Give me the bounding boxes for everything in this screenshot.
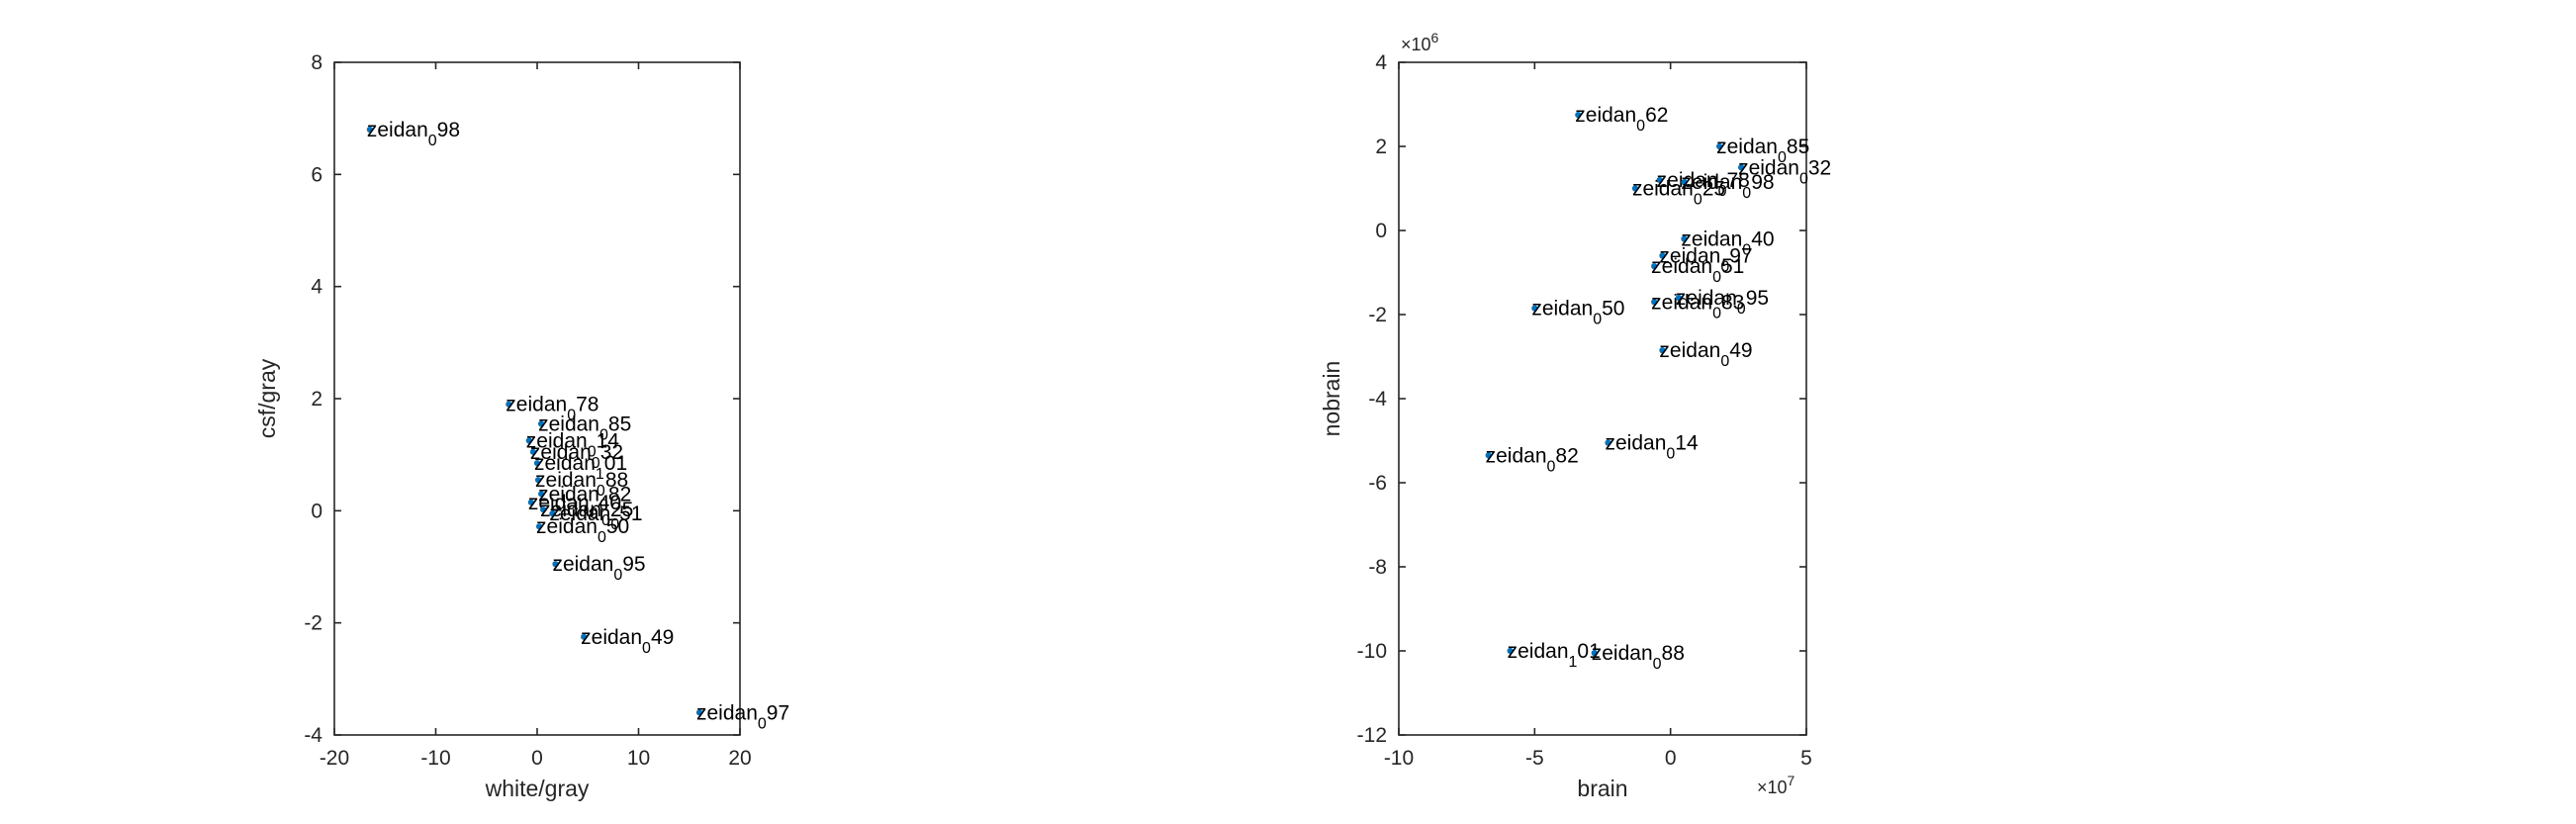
data-point xyxy=(1531,305,1538,312)
point-label: zeidan078 xyxy=(1657,169,1750,200)
data-point xyxy=(527,499,534,505)
data-point xyxy=(581,633,588,640)
point-label: zeidan097 xyxy=(1659,245,1752,276)
data-point xyxy=(535,523,543,530)
data-point xyxy=(1659,347,1666,354)
data-point xyxy=(1507,647,1514,655)
y-axis-label: nobrain xyxy=(1319,361,1344,437)
data-point xyxy=(1631,185,1639,192)
data-point xyxy=(1659,252,1666,259)
point-label: zeidan014 xyxy=(526,430,619,461)
point-label: zeidan098 xyxy=(367,119,460,149)
point-label: zeidan051 xyxy=(1651,255,1744,286)
x-tick-label: 20 xyxy=(728,747,751,770)
y-tick-label: 8 xyxy=(311,51,322,74)
x-tick-label: 0 xyxy=(531,747,543,770)
data-point xyxy=(1675,294,1683,302)
point-label: zeidan097 xyxy=(696,701,789,732)
data-point xyxy=(1605,439,1611,446)
y-tick-label: -12 xyxy=(1357,724,1387,747)
x-axis-label: brain xyxy=(1577,776,1627,801)
data-point xyxy=(1737,164,1745,171)
point-label: zeidan032 xyxy=(1738,156,1831,187)
point-label: zeidan101 xyxy=(534,452,627,483)
point-label: zeidan085 xyxy=(1716,136,1809,166)
point-label: zeidan082 xyxy=(538,483,631,513)
point-label: zeidan078 xyxy=(506,394,598,424)
data-point xyxy=(529,448,537,455)
x-tick-label: -5 xyxy=(1525,747,1544,770)
point-label: zeidan082 xyxy=(1486,444,1579,475)
point-label: zeidan025 xyxy=(540,499,633,529)
y-tick-label: 0 xyxy=(311,500,322,522)
x-tick-label: -10 xyxy=(1384,747,1414,770)
data-point xyxy=(695,709,703,716)
point-label: zeidan032 xyxy=(530,441,623,472)
point-label: zeidan040 xyxy=(1681,229,1774,259)
y-exponent-label: ×106 xyxy=(1401,30,1439,54)
data-point xyxy=(1485,452,1492,459)
chart-2: -10 -5 0 5-12-10-8-6-4-2024brainnobrain×106… xyxy=(1319,30,1831,801)
x-tick-label: -10 xyxy=(420,747,450,770)
x-tick-label: 0 xyxy=(1665,747,1677,770)
x-tick-label: -20 xyxy=(320,747,349,770)
point-label: zeidan050 xyxy=(1531,298,1624,328)
point-label: zeidan062 xyxy=(1575,104,1668,135)
data-point xyxy=(552,561,559,568)
data-point xyxy=(366,126,373,134)
point-label: zeidan095 xyxy=(552,553,645,584)
data-point xyxy=(1651,299,1658,306)
y-tick-label: -4 xyxy=(1368,388,1387,411)
point-label: zeidan088 xyxy=(1592,642,1685,673)
y-tick-label: -10 xyxy=(1357,640,1387,663)
y-tick-label: -2 xyxy=(1368,304,1387,326)
data-point xyxy=(525,437,532,444)
point-label: zeidan088 xyxy=(535,469,628,500)
point-label: zeidan085 xyxy=(538,413,631,444)
x-exponent-label: ×107 xyxy=(1757,773,1795,797)
y-tick-label: -6 xyxy=(1368,472,1387,495)
x-tick-label: 10 xyxy=(627,747,650,770)
data-point xyxy=(534,477,542,484)
point-label: zeidan083 xyxy=(1651,291,1744,321)
point-label: zeidan025 xyxy=(1632,178,1725,209)
data-point xyxy=(506,401,512,408)
y-tick-label: -8 xyxy=(1368,556,1387,579)
y-tick-label: 4 xyxy=(1375,51,1387,74)
data-point xyxy=(533,460,541,467)
y-tick-label: 6 xyxy=(311,163,322,186)
data-point xyxy=(1681,235,1688,242)
point-label: zeidan095 xyxy=(1676,287,1769,318)
y-tick-label: -2 xyxy=(304,612,322,635)
data-point xyxy=(1575,112,1582,119)
data-point xyxy=(1681,179,1688,186)
data-point xyxy=(1656,176,1663,184)
y-tick-label: 2 xyxy=(1375,136,1387,158)
y-tick-label: 4 xyxy=(311,276,322,299)
y-tick-label: 0 xyxy=(1375,220,1387,242)
point-label: zeidan101 xyxy=(1508,640,1601,671)
data-point xyxy=(1591,650,1598,657)
point-label: zeidan050 xyxy=(536,515,629,546)
y-tick-label: -4 xyxy=(304,724,322,747)
point-label: zeidan051 xyxy=(549,503,642,533)
data-point xyxy=(537,491,545,498)
y-tick-label: 2 xyxy=(311,388,322,411)
point-label: zeidan049 xyxy=(581,626,674,657)
data-point xyxy=(1716,142,1723,150)
point-label: zeidan014 xyxy=(1605,432,1698,463)
data-point xyxy=(549,510,556,517)
data-point xyxy=(1651,263,1658,270)
point-label: zeidan098 xyxy=(1681,171,1774,202)
y-axis-label: csf/gray xyxy=(254,358,280,438)
chart-1: -20 -10 0 10 20-4-202468white/graycsf/grayze… xyxy=(254,51,789,801)
data-point xyxy=(537,420,545,427)
x-axis-label: white/gray xyxy=(485,776,590,801)
data-point xyxy=(540,506,547,513)
point-label: zeidan049 xyxy=(1659,339,1752,370)
x-tick-label: 5 xyxy=(1800,747,1812,770)
